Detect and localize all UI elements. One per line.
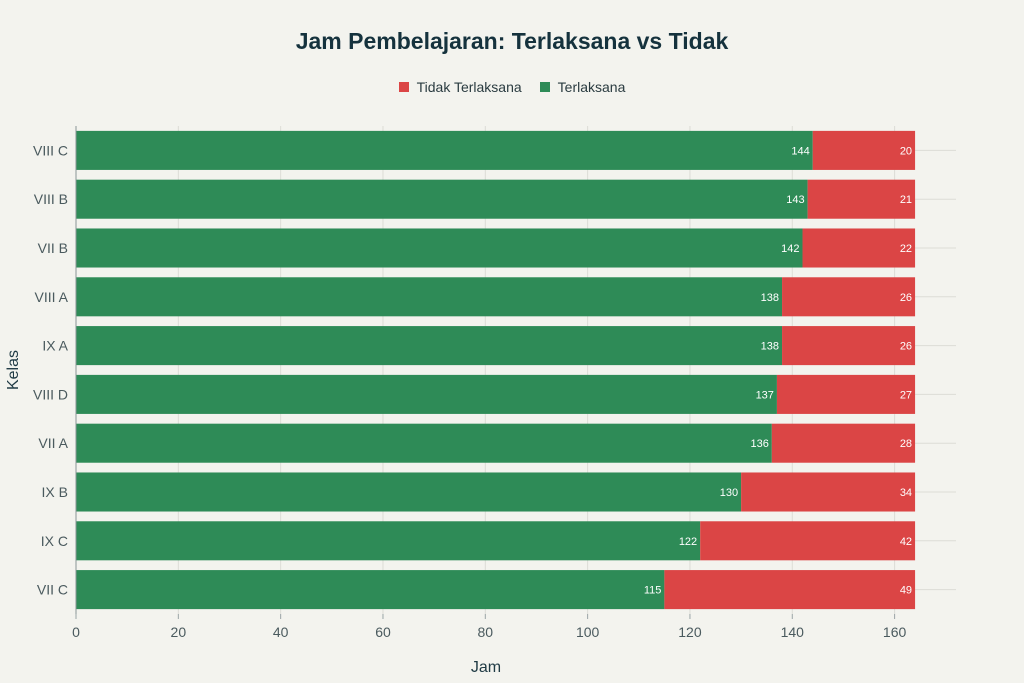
bar-tidak-terlaksana-viii-a — [782, 277, 916, 317]
x-tick-label: 160 — [883, 624, 907, 640]
bar-terlaksana-vii-c — [76, 570, 665, 610]
y-tick-label: VIII C — [33, 142, 68, 158]
bar-terlaksana-viii-a — [76, 277, 783, 317]
data-label-tidak-terlaksana: 21 — [900, 194, 912, 206]
legend-swatch-tidak-terlaksana — [398, 82, 409, 92]
data-label-tidak-terlaksana: 26 — [900, 341, 912, 353]
y-tick-label: IX C — [41, 533, 68, 549]
data-label-terlaksana: 115 — [644, 585, 662, 597]
x-axis-title: Jam — [471, 659, 501, 676]
legend-label-terlaksana: Terlaksana — [557, 79, 626, 95]
data-label-terlaksana: 138 — [761, 292, 779, 304]
data-label-terlaksana: 130 — [720, 487, 738, 499]
data-label-tidak-terlaksana: 27 — [900, 389, 912, 401]
y-tick-label: VII A — [38, 435, 68, 451]
data-label-tidak-terlaksana: 22 — [900, 243, 912, 255]
chart-title: Jam Pembelajaran: Terlaksana vs Tidak — [295, 28, 729, 54]
data-label-tidak-terlaksana: 26 — [900, 292, 912, 304]
bar-terlaksana-viii-b — [76, 179, 808, 219]
x-tick-label: 0 — [72, 624, 80, 640]
x-tick-label: 80 — [478, 624, 494, 640]
x-tick-label: 60 — [375, 624, 391, 640]
bar-terlaksana-ix-c — [76, 521, 701, 561]
bar-terlaksana-ix-a — [76, 326, 783, 366]
data-label-terlaksana: 138 — [761, 341, 779, 353]
bar-tidak-terlaksana-ix-a — [782, 326, 916, 366]
bar-tidak-terlaksana-vii-a — [771, 423, 916, 463]
legend-item-terlaksana[interactable]: Terlaksana — [539, 79, 626, 95]
data-label-tidak-terlaksana: 49 — [900, 585, 912, 597]
data-label-terlaksana: 144 — [791, 145, 809, 157]
data-label-terlaksana: 137 — [756, 389, 774, 401]
x-tick-label: 140 — [781, 624, 805, 640]
data-label-terlaksana: 122 — [679, 536, 697, 548]
data-label-terlaksana: 142 — [781, 243, 799, 255]
legend-swatch-terlaksana — [539, 82, 550, 92]
y-tick-label: IX A — [42, 338, 68, 354]
y-tick-label: VIII D — [33, 386, 68, 402]
y-tick-label: VII B — [38, 240, 68, 256]
bar-tidak-terlaksana-viii-c — [812, 130, 916, 170]
x-tick-label: 40 — [273, 624, 289, 640]
x-tick-label: 100 — [576, 624, 600, 640]
y-tick-label: VIII A — [35, 289, 69, 305]
bar-tidak-terlaksana-vii-b — [802, 228, 916, 268]
legend-item-tidak-terlaksana[interactable]: Tidak Terlaksana — [398, 79, 522, 95]
bar-tidak-terlaksana-ix-c — [700, 521, 916, 561]
bar-terlaksana-viii-c — [76, 130, 813, 170]
bar-tidak-terlaksana-vii-c — [664, 570, 916, 610]
y-tick-label: VIII B — [34, 191, 68, 207]
y-tick-label: VII C — [37, 582, 68, 598]
y-axis-title: Kelas — [5, 350, 22, 390]
data-label-terlaksana: 136 — [750, 438, 768, 450]
bar-tidak-terlaksana-viii-b — [807, 179, 916, 219]
data-label-tidak-terlaksana: 34 — [900, 487, 912, 499]
x-tick-label: 120 — [678, 624, 702, 640]
data-label-terlaksana: 143 — [786, 194, 804, 206]
bar-terlaksana-vii-b — [76, 228, 803, 268]
legend-label-tidak-terlaksana: Tidak Terlaksana — [416, 79, 522, 95]
bar-terlaksana-viii-d — [76, 374, 777, 414]
x-tick-label: 20 — [171, 624, 187, 640]
bar-tidak-terlaksana-ix-b — [741, 472, 916, 512]
bar-terlaksana-vii-a — [76, 423, 772, 463]
data-label-tidak-terlaksana: 20 — [900, 145, 912, 157]
legend: Tidak Terlaksana Terlaksana — [0, 79, 1024, 95]
bar-terlaksana-ix-b — [76, 472, 742, 512]
data-label-tidak-terlaksana: 28 — [900, 438, 912, 450]
y-tick-label: IX B — [42, 484, 68, 500]
data-label-tidak-terlaksana: 42 — [900, 536, 912, 548]
bar-tidak-terlaksana-viii-d — [776, 374, 916, 414]
